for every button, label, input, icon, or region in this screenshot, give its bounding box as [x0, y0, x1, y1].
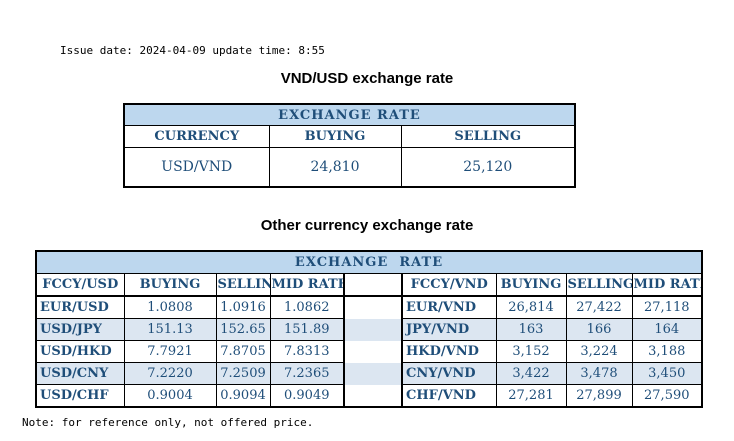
spacer-column-header [343, 273, 403, 297]
midrate-cell: 164 [631, 318, 703, 341]
usd-vnd-row: USD/VND 24,810 25,120 [123, 147, 576, 188]
other-table-band-title: EXCHANGE RATE [35, 250, 703, 274]
rate-row-hkd: USD/HKD 7.7921 7.8705 7.8313 HKD/VND 3,1… [35, 340, 703, 363]
spacer-cell [343, 362, 403, 385]
spacer-cell [343, 340, 403, 363]
note-line: Note: for reference only, not offered pr… [22, 416, 314, 429]
issue-date-line: Issue date: 2024-04-09 update time: 8:55 [60, 44, 325, 57]
pair-cell: JPY/VND [401, 318, 497, 341]
col-fccy-usd: FCCY/USD [35, 273, 125, 297]
col-vnd-buying: BUYING [495, 273, 567, 297]
midrate-cell: 3,188 [631, 340, 703, 363]
midrate-cell: 3,450 [631, 362, 703, 385]
selling-cell: 27,422 [565, 295, 633, 319]
midrate-cell: 27,590 [631, 384, 703, 408]
midrate-cell: 27,118 [631, 295, 703, 319]
col-vnd-midrate: MID RATE [631, 273, 703, 297]
other-table-header-row: FCCY/USD BUYING SELLING MID RATE FCCY/VN… [35, 273, 703, 297]
other-currency-section-title: Other currency exchange rate [260, 217, 474, 234]
buying-cell: 151.13 [123, 318, 217, 341]
buying-cell: 26,814 [495, 295, 567, 319]
selling-cell: 3,478 [565, 362, 633, 385]
other-currency-rate-table: EXCHANGE RATE FCCY/USD BUYING SELLING MI… [35, 250, 704, 408]
midrate-cell: 7.8313 [269, 340, 345, 363]
usd-vnd-rate-table: EXCHANGE RATE CURRENCY BUYING SELLING US… [123, 103, 576, 188]
selling-cell: 166 [565, 318, 633, 341]
pair-cell: EUR/USD [35, 295, 125, 319]
selling-cell: 7.8705 [215, 340, 271, 363]
pair-cell: CNY/VND [401, 362, 497, 385]
col-usd-selling: SELLING [215, 273, 271, 297]
pair-cell: USD/JPY [35, 318, 125, 341]
selling-cell: 0.9094 [215, 384, 271, 408]
buying-cell: 7.7921 [123, 340, 217, 363]
midrate-cell: 7.2365 [269, 362, 345, 385]
spacer-cell [343, 296, 403, 319]
buying-cell: 163 [495, 318, 567, 341]
pair-cell: USD/HKD [35, 340, 125, 363]
col-vnd-selling: SELLING [565, 273, 633, 297]
pair-cell: HKD/VND [401, 340, 497, 363]
buying-cell: 3,422 [495, 362, 567, 385]
midrate-cell: 1.0862 [269, 295, 345, 319]
selling-cell: 3,224 [565, 340, 633, 363]
usd-col-currency: CURRENCY [123, 125, 270, 148]
rate-row-eur: EUR/USD 1.0808 1.0916 1.0862 EUR/VND 26,… [35, 295, 703, 319]
buying-cell: 0.9004 [123, 384, 217, 408]
other-table-band-row: EXCHANGE RATE [35, 250, 703, 274]
usd-col-selling: SELLING [400, 125, 576, 148]
spacer-cell [343, 318, 403, 341]
vnd-usd-section-title: VND/USD exchange rate [280, 70, 454, 87]
selling-cell: 27,899 [565, 384, 633, 408]
rate-row-chf: USD/CHF 0.9004 0.9094 0.9049 CHF/VND 27,… [35, 384, 703, 408]
usd-table-band-title: EXCHANGE RATE [123, 103, 576, 126]
col-fccy-vnd: FCCY/VND [401, 273, 497, 297]
usd-col-buying: BUYING [268, 125, 402, 148]
usd-vnd-buying-cell: 24,810 [268, 147, 402, 188]
pair-cell: CHF/VND [401, 384, 497, 408]
spacer-cell [343, 384, 403, 407]
usd-table-band-row: EXCHANGE RATE [123, 103, 576, 126]
buying-cell: 7.2220 [123, 362, 217, 385]
usd-vnd-currency-cell: USD/VND [123, 147, 270, 188]
usd-table-header-row: CURRENCY BUYING SELLING [123, 125, 576, 148]
selling-cell: 1.0916 [215, 295, 271, 319]
col-usd-midrate: MID RATE [269, 273, 345, 297]
pair-cell: EUR/VND [401, 295, 497, 319]
rate-row-jpy: USD/JPY 151.13 152.65 151.89 JPY/VND 163… [35, 318, 703, 341]
midrate-cell: 0.9049 [269, 384, 345, 408]
buying-cell: 3,152 [495, 340, 567, 363]
usd-vnd-selling-cell: 25,120 [400, 147, 576, 188]
rate-row-cny: USD/CNY 7.2220 7.2509 7.2365 CNY/VND 3,4… [35, 362, 703, 385]
buying-cell: 27,281 [495, 384, 567, 408]
buying-cell: 1.0808 [123, 295, 217, 319]
pair-cell: USD/CNY [35, 362, 125, 385]
pair-cell: USD/CHF [35, 384, 125, 408]
selling-cell: 7.2509 [215, 362, 271, 385]
col-usd-buying: BUYING [123, 273, 217, 297]
midrate-cell: 151.89 [269, 318, 345, 341]
selling-cell: 152.65 [215, 318, 271, 341]
